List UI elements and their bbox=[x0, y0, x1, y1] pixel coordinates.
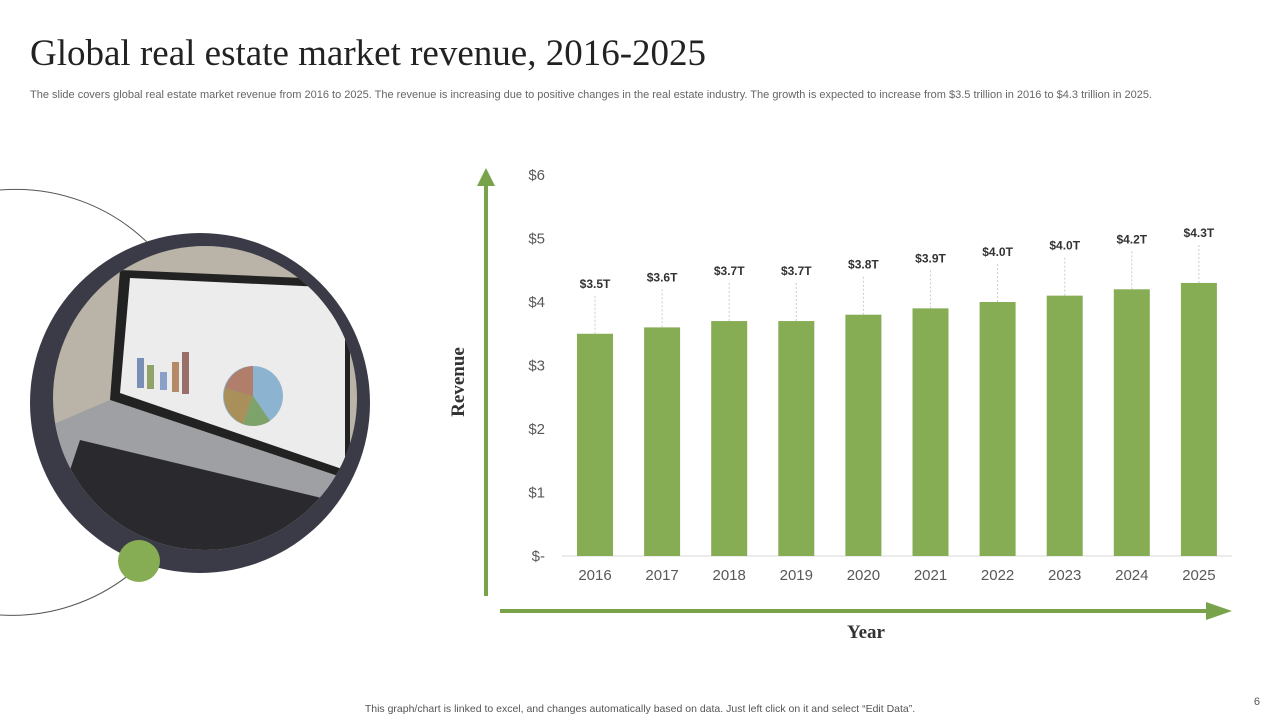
page-title: Global real estate market revenue, 2016-… bbox=[30, 33, 707, 74]
y-tick-label: $5 bbox=[528, 231, 545, 248]
x-tick-label: 2022 bbox=[981, 567, 1014, 584]
x-tick-label: 2023 bbox=[1048, 567, 1081, 584]
data-label: $3.7T bbox=[781, 264, 812, 278]
bar-2016 bbox=[577, 333, 613, 556]
y-arrow-head bbox=[477, 168, 495, 186]
x-tick-label: 2018 bbox=[713, 567, 746, 584]
slide-description: The slide covers global real estate mark… bbox=[30, 89, 1153, 101]
data-label: $3.5T bbox=[580, 277, 611, 291]
data-label: $3.8T bbox=[848, 258, 879, 272]
page-number: 6 bbox=[1253, 696, 1260, 708]
data-label: $4.0T bbox=[982, 245, 1013, 259]
x-tick-label: 2021 bbox=[914, 567, 947, 584]
x-tick-label: 2017 bbox=[645, 567, 678, 584]
bar-2023 bbox=[1046, 295, 1083, 556]
x-tick-label: 2024 bbox=[1115, 567, 1148, 584]
axis-arrows bbox=[477, 168, 1232, 620]
bar-2021 bbox=[912, 308, 949, 556]
data-label: $4.3T bbox=[1184, 226, 1215, 240]
bar-2018 bbox=[711, 321, 748, 556]
x-tick-label: 2019 bbox=[780, 567, 813, 584]
bar-2020 bbox=[845, 314, 882, 556]
bar-2025 bbox=[1180, 282, 1217, 556]
x-arrow-head bbox=[1206, 602, 1232, 620]
y-tick-label: $6 bbox=[528, 167, 545, 184]
footer-note: This graph/chart is linked to excel, and… bbox=[364, 703, 916, 715]
y-tick-label: $- bbox=[532, 548, 545, 565]
data-label: $3.9T bbox=[915, 251, 946, 265]
bar-2022 bbox=[979, 302, 1016, 556]
accent-dot bbox=[118, 540, 160, 582]
data-label: $4.2T bbox=[1116, 232, 1147, 246]
bar-2017 bbox=[644, 327, 681, 556]
y-tick-label: $4 bbox=[528, 294, 545, 311]
x-tick-label: 2016 bbox=[578, 567, 611, 584]
bar-2019 bbox=[778, 321, 815, 556]
y-tick-label: $2 bbox=[528, 421, 545, 438]
x-axis-title: Year bbox=[847, 622, 886, 643]
bar-2024 bbox=[1113, 289, 1150, 556]
x-tick-label: 2025 bbox=[1182, 567, 1215, 584]
data-label: $4.0T bbox=[1049, 239, 1080, 253]
y-tick-label: $3 bbox=[528, 358, 545, 375]
y-axis-title: Revenue bbox=[448, 347, 469, 417]
laptop-photo bbox=[0, 188, 370, 616]
data-label: $3.6T bbox=[647, 270, 678, 284]
x-tick-label: 2020 bbox=[847, 567, 880, 584]
data-label: $3.7T bbox=[714, 264, 745, 278]
y-tick-label: $1 bbox=[528, 485, 545, 502]
